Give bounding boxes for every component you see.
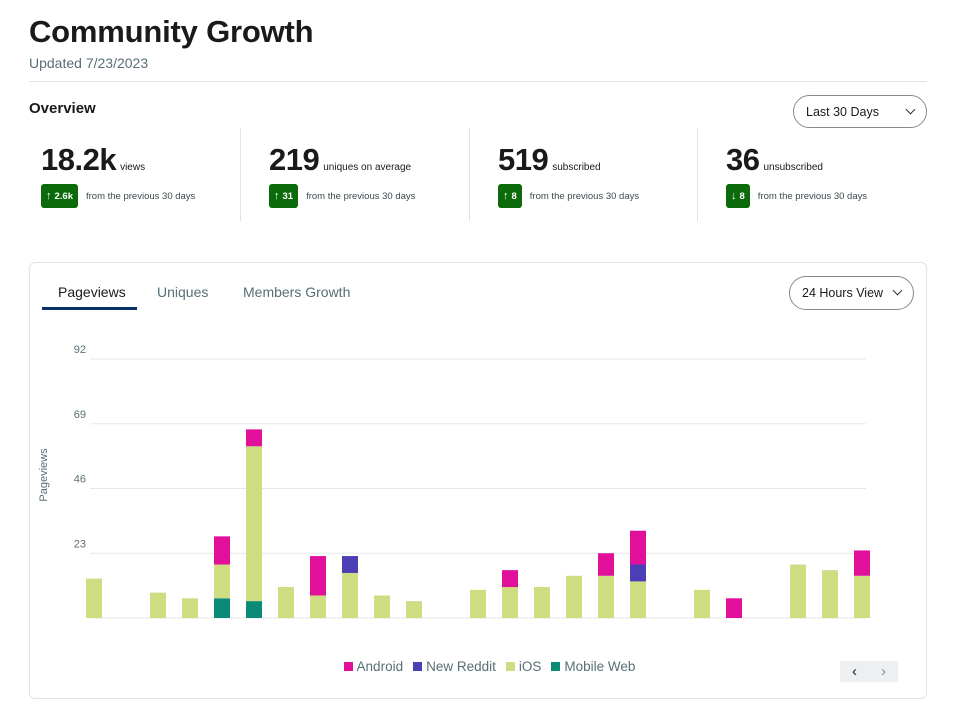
bar-segment-ios[interactable] xyxy=(214,564,230,599)
y-tick-label: 46 xyxy=(74,474,86,486)
y-tick-label: 23 xyxy=(74,538,86,550)
bar-segment-ios[interactable] xyxy=(374,595,390,618)
bar-segment-android[interactable] xyxy=(598,553,614,576)
delta-value: 8 xyxy=(739,190,745,202)
stat-divider xyxy=(469,128,470,221)
y-axis-label: Pageviews xyxy=(38,448,50,502)
stat-divider xyxy=(697,128,698,221)
y-tick-label: 69 xyxy=(74,409,86,421)
bar-segment-ios[interactable] xyxy=(502,587,518,618)
overview-heading: Overview xyxy=(29,100,96,117)
legend-swatch xyxy=(343,662,353,671)
arrow-up-icon: ↑ xyxy=(503,190,509,202)
previous-page-button[interactable]: ‹ xyxy=(852,663,857,680)
arrow-up-icon: ↑ xyxy=(46,190,52,202)
bar-segment-new-reddit[interactable] xyxy=(630,564,646,582)
delta-badge: ↓ 8 xyxy=(726,184,750,208)
updated-date: Updated 7/23/2023 xyxy=(29,55,149,71)
legend-item-new-reddit[interactable]: New Reddit xyxy=(413,659,496,674)
bar-segment-ios[interactable] xyxy=(470,589,486,618)
legend-swatch xyxy=(505,662,515,671)
bar-segment-ios[interactable] xyxy=(822,570,838,618)
tab-members-growth[interactable]: Members Growth xyxy=(243,284,351,300)
date-range-select[interactable]: Last 30 Days xyxy=(793,95,927,128)
delta-caption: from the previous 30 days xyxy=(306,190,416,202)
page-title: Community Growth xyxy=(29,14,314,49)
delta-badge: ↑ 2.6k xyxy=(41,184,78,208)
arrow-up-icon: ↑ xyxy=(274,190,280,202)
bar-segment-android[interactable] xyxy=(726,598,742,618)
stat-value: 36 xyxy=(726,142,760,177)
bar-segment-android[interactable] xyxy=(214,536,230,565)
delta-value: 8 xyxy=(511,190,517,202)
date-range-value: Last 30 Days xyxy=(806,104,879,119)
bar-segment-ios[interactable] xyxy=(854,575,870,618)
legend-item-android[interactable]: Android xyxy=(343,659,404,674)
stat-value: 519 xyxy=(498,142,549,177)
bar-segment-ios[interactable] xyxy=(86,578,102,618)
legend-label: Mobile Web xyxy=(564,659,636,674)
bar-segment-android[interactable] xyxy=(630,530,646,565)
next-page-button[interactable]: › xyxy=(881,663,886,680)
legend-label: New Reddit xyxy=(426,659,496,674)
stat-unit: views xyxy=(120,162,146,173)
bar-segment-ios[interactable] xyxy=(182,598,198,618)
legend-item-ios[interactable]: iOS xyxy=(505,659,542,674)
stat-value: 219 xyxy=(269,142,320,177)
y-tick-label: 92 xyxy=(74,344,86,356)
bar-segment-android[interactable] xyxy=(854,550,870,576)
legend-swatch xyxy=(551,662,561,671)
tab-uniques[interactable]: Uniques xyxy=(157,284,209,300)
bar-segment-android[interactable] xyxy=(310,556,326,596)
header-divider xyxy=(29,81,927,82)
bar-segment-ios[interactable] xyxy=(694,589,710,618)
delta-value: 2.6k xyxy=(54,190,74,202)
bar-segment-new-reddit[interactable] xyxy=(342,556,358,573)
bar-segment-ios[interactable] xyxy=(278,587,294,618)
chevron-down-icon xyxy=(905,104,916,115)
stat-unit: subscribed xyxy=(552,162,601,173)
delta-badge: ↑ 31 xyxy=(269,184,299,208)
bar-segment-ios[interactable] xyxy=(246,446,262,602)
legend-label: Android xyxy=(356,659,404,674)
bar-segment-ios[interactable] xyxy=(150,592,166,618)
bar-segment-ios[interactable] xyxy=(534,587,550,618)
chart-card xyxy=(29,262,927,699)
stat-divider xyxy=(240,128,241,221)
bar-segment-ios[interactable] xyxy=(598,575,614,618)
time-view-value: 24 Hours View xyxy=(802,286,884,300)
active-tab-indicator xyxy=(42,307,137,310)
bar-segment-ios[interactable] xyxy=(630,581,646,618)
time-view-select[interactable]: 24 Hours View xyxy=(789,276,914,310)
bar-segment-ios[interactable] xyxy=(566,575,582,618)
stat-value: 18.2k xyxy=(41,142,117,177)
bar-segment-ios[interactable] xyxy=(310,595,326,618)
tab-pageviews[interactable]: Pageviews xyxy=(58,284,126,300)
bar-segment-android[interactable] xyxy=(246,429,262,447)
bar-segment-android[interactable] xyxy=(502,570,518,588)
bar-segment-ios[interactable] xyxy=(790,564,806,618)
pageviews-chart: 23 46 69 92 Pageviews xyxy=(38,344,870,619)
bar-segment-mobile-web[interactable] xyxy=(214,598,230,618)
delta-value: 31 xyxy=(282,190,294,202)
chart-pager: ‹ › xyxy=(840,661,898,682)
legend-item-mobile-web[interactable]: Mobile Web xyxy=(551,659,635,674)
bar-segment-mobile-web[interactable] xyxy=(246,601,262,618)
delta-caption: from the previous 30 days xyxy=(757,190,868,202)
stat-unit: unsubscribed xyxy=(763,162,823,173)
stat-unit: uniques on average xyxy=(323,162,412,173)
bar-segment-ios[interactable] xyxy=(342,572,358,618)
chevron-down-icon xyxy=(892,285,903,296)
bar-segment-ios[interactable] xyxy=(406,601,422,618)
legend-label: iOS xyxy=(518,659,542,674)
legend-swatch xyxy=(413,662,423,671)
arrow-down-icon: ↓ xyxy=(731,190,737,202)
delta-caption: from the previous 30 days xyxy=(86,190,196,202)
delta-badge: ↑ 8 xyxy=(498,184,522,208)
chart-legend: Android New Reddit iOS Mobile Web xyxy=(0,659,979,674)
delta-caption: from the previous 30 days xyxy=(529,190,640,202)
